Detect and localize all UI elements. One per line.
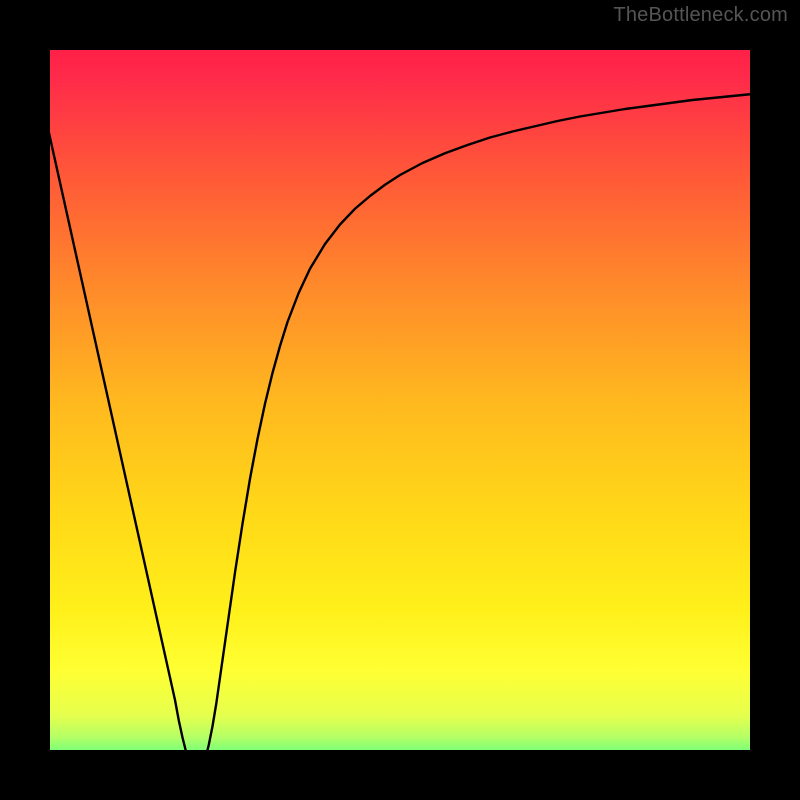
gradient-background [25, 25, 775, 775]
watermark-text: TheBottleneck.com [613, 4, 788, 27]
chart-container: TheBottleneck.com [0, 0, 800, 800]
bottleneck-chart [0, 0, 800, 800]
